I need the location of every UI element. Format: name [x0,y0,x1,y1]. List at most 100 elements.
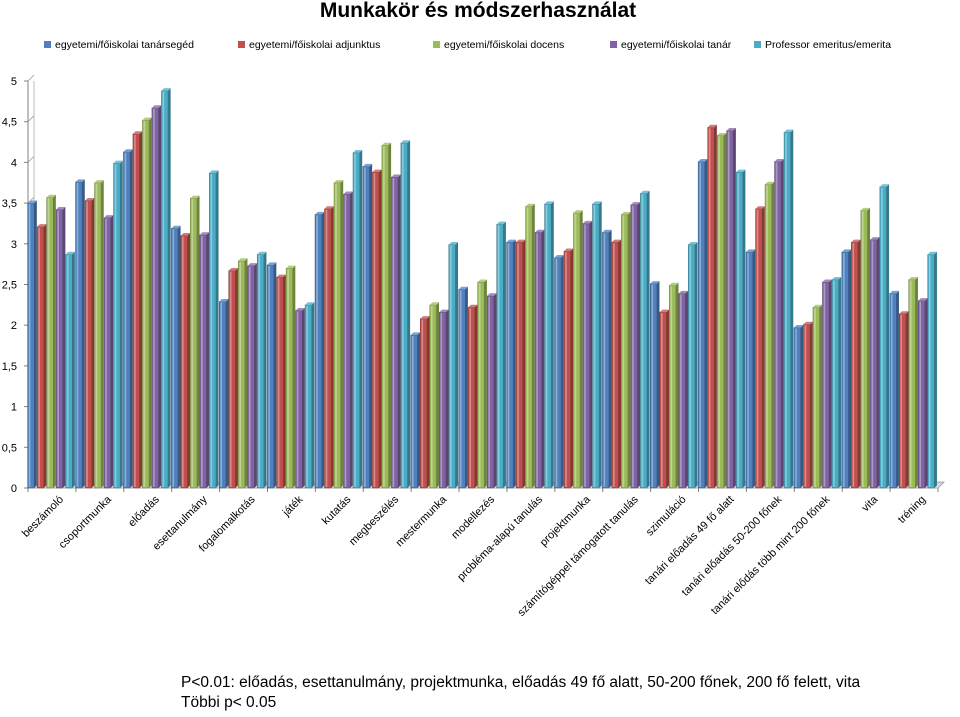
bar-side [694,242,698,488]
bar-highlight [86,201,88,487]
bar-side [34,200,37,488]
bar-front [218,301,227,489]
bar [841,249,852,489]
bar-highlight [354,153,356,487]
bar-highlight [66,255,69,487]
bar-side [589,220,593,488]
bar-side [101,180,104,488]
bar-front [735,171,744,489]
bar [113,160,123,489]
bar-highlight [440,313,443,487]
bar-top [496,221,506,225]
bar-top [487,293,497,296]
y-tick-label: 4 [11,157,17,169]
bar-front [506,241,514,489]
bar-front [496,224,504,489]
bar-front [515,241,523,489]
bar [697,158,708,489]
bar-side [130,149,133,488]
bar-top [736,169,746,173]
bar-front [563,250,571,489]
bar-top [726,128,736,131]
bar-side [455,242,459,488]
bar-side [139,131,143,488]
bar-highlight [881,187,883,487]
bar-highlight [890,294,893,487]
bar-side [685,290,688,488]
bar-top [707,124,717,128]
bar-top [439,309,449,313]
bar-highlight [900,314,903,487]
legend-label: Professor emeritus/emerita [765,39,891,51]
bar-front [314,214,322,489]
bar-front [324,208,332,489]
bar-front [554,257,562,489]
bar-side [244,258,248,488]
bar [927,251,937,489]
x-category-label: tanári előadás 50-200 főnek [680,493,785,598]
bar-top [295,307,305,311]
bar-top [123,149,133,152]
bar-highlight [622,215,625,487]
bar-highlight [412,335,414,487]
bar [36,224,47,489]
bar-front [611,241,619,489]
bar-side [417,332,421,488]
bar-top [113,160,123,164]
bar-top [889,290,899,294]
bar-top [381,142,392,146]
bar [256,251,267,489]
bar [420,316,430,489]
bar [218,298,229,489]
bar-side [340,180,344,488]
legend-label: egyetemi/főiskolai adjunktus [249,39,380,51]
bar-top [851,239,861,243]
bar-front [573,212,581,489]
bar-highlight [229,271,232,487]
bar-front [640,193,648,489]
bar-front [745,251,753,489]
bar-highlight [526,207,529,487]
bar-highlight [316,215,318,487]
bar-top [228,268,238,271]
bar-side [177,225,181,488]
bar-highlight [57,210,59,487]
bar-top [75,179,85,182]
bar-highlight [718,136,720,487]
bar-top [343,191,353,195]
bar-side [407,140,411,488]
bar-highlight [277,278,280,487]
bar [650,281,660,489]
bar-top [94,180,104,183]
bar-highlight [766,185,768,488]
y-tick-label: 2 [11,320,17,332]
bar-top [219,298,229,302]
bar-highlight [727,131,730,488]
bar-side [398,174,401,488]
bar [582,220,593,489]
bar-side [149,117,152,489]
bar-top [841,249,852,252]
bar-top [506,239,516,243]
bar-front [333,182,341,489]
bar-top [324,206,334,209]
bar-top [621,211,631,215]
bar [448,242,459,489]
bar-top [774,158,784,162]
bar-highlight [584,224,586,487]
bar-side [72,251,75,488]
bar-highlight [708,128,711,487]
y-tick-depth [27,115,35,122]
bar-front [592,203,600,489]
bar-side [62,207,66,488]
bar-highlight [162,91,165,487]
bar-top [85,198,95,201]
bar-front [860,210,868,489]
bar-front [582,223,590,489]
bar [659,309,669,489]
bar-side [474,304,478,488]
bar-highlight [737,173,739,487]
bar [544,201,554,489]
bar-front [831,279,839,489]
bar-side [158,105,162,489]
